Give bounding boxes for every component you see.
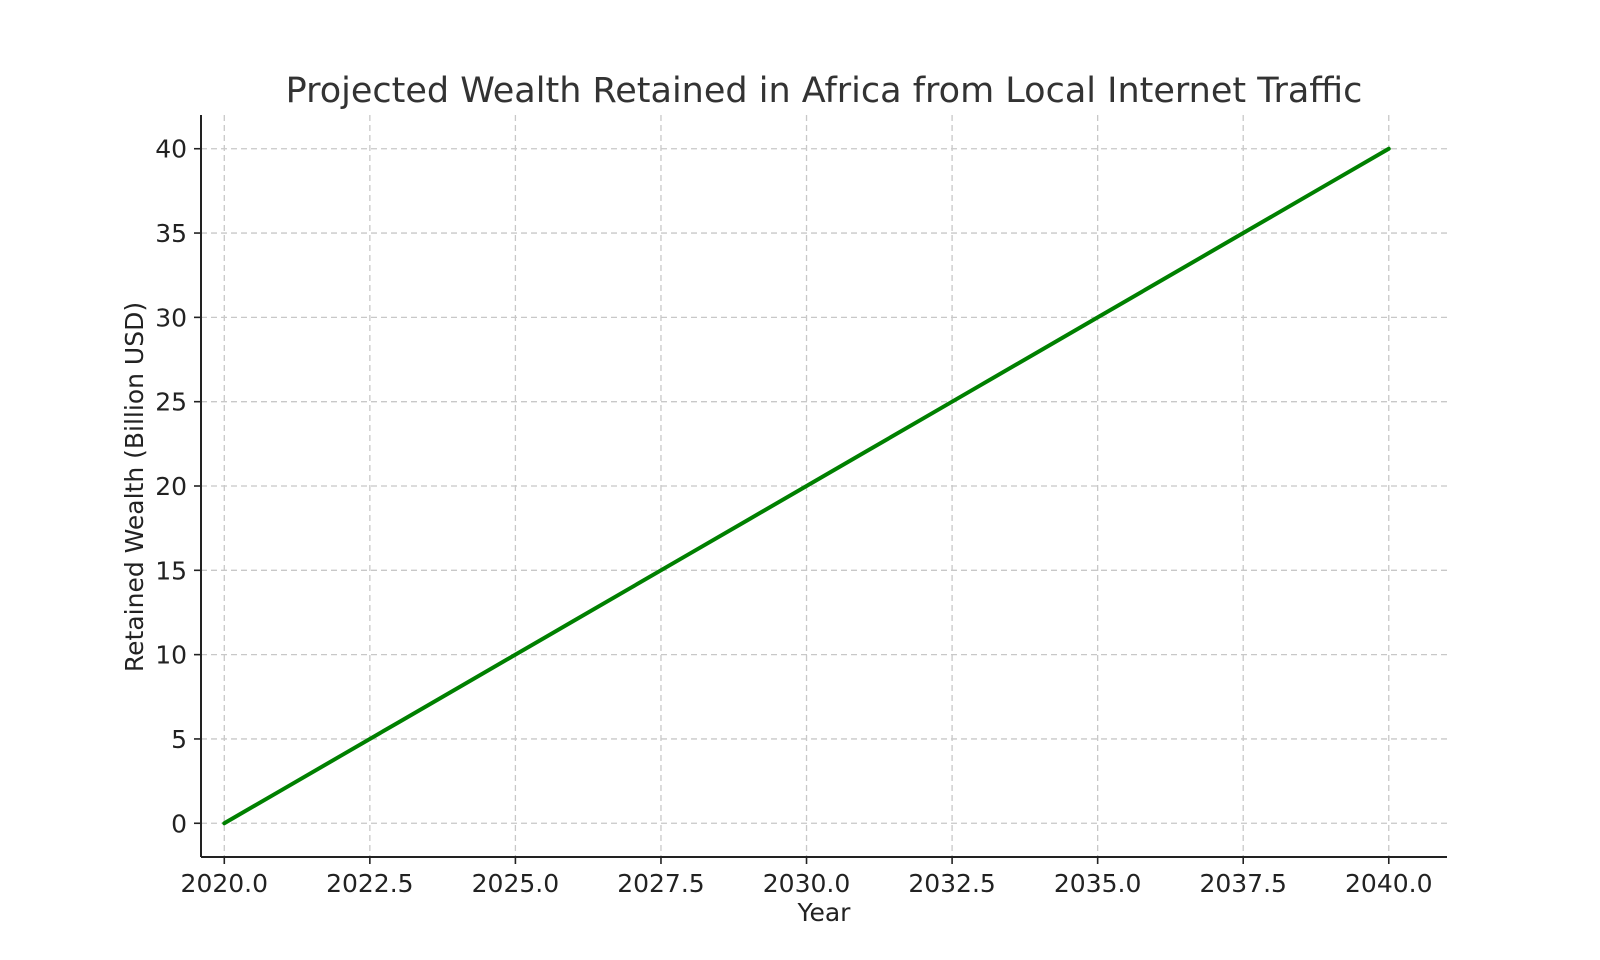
y-ticks: 0 5 10 15 20 25 30 35 40: [155, 135, 201, 838]
x-tick-label: 2037.5: [1199, 869, 1286, 898]
y-axis-label: Retained Wealth (Billion USD): [120, 302, 149, 672]
x-tick-label: 2040.0: [1345, 869, 1432, 898]
x-tick-label: 2020.0: [181, 869, 268, 898]
y-tick-label: 0: [171, 809, 187, 838]
y-tick-label: 10: [155, 641, 187, 670]
y-tick-label: 15: [155, 556, 187, 585]
x-axis-label: Year: [797, 898, 852, 927]
y-tick-label: 40: [155, 135, 187, 164]
series-line: [222, 146, 1391, 826]
chart-title: Projected Wealth Retained in Africa from…: [286, 71, 1363, 111]
x-tick-label: 2032.5: [908, 869, 995, 898]
y-tick-label: 30: [155, 303, 187, 332]
x-tick-label: 2022.5: [326, 869, 413, 898]
series-layer: [222, 146, 1391, 826]
y-tick-label: 5: [171, 725, 187, 754]
y-tick-label: 35: [155, 219, 187, 248]
x-tick-label: 2025.0: [472, 869, 559, 898]
grid: [201, 115, 1447, 857]
x-tick-label: 2035.0: [1054, 869, 1141, 898]
y-tick-label: 20: [155, 472, 187, 501]
x-tick-label: 2030.0: [763, 869, 850, 898]
y-tick-label: 25: [155, 388, 187, 417]
x-tick-label: 2027.5: [617, 869, 704, 898]
x-ticks: 2020.0 2022.5 2025.0 2027.5 2030.0 2032.5 2035…: [181, 857, 1433, 898]
